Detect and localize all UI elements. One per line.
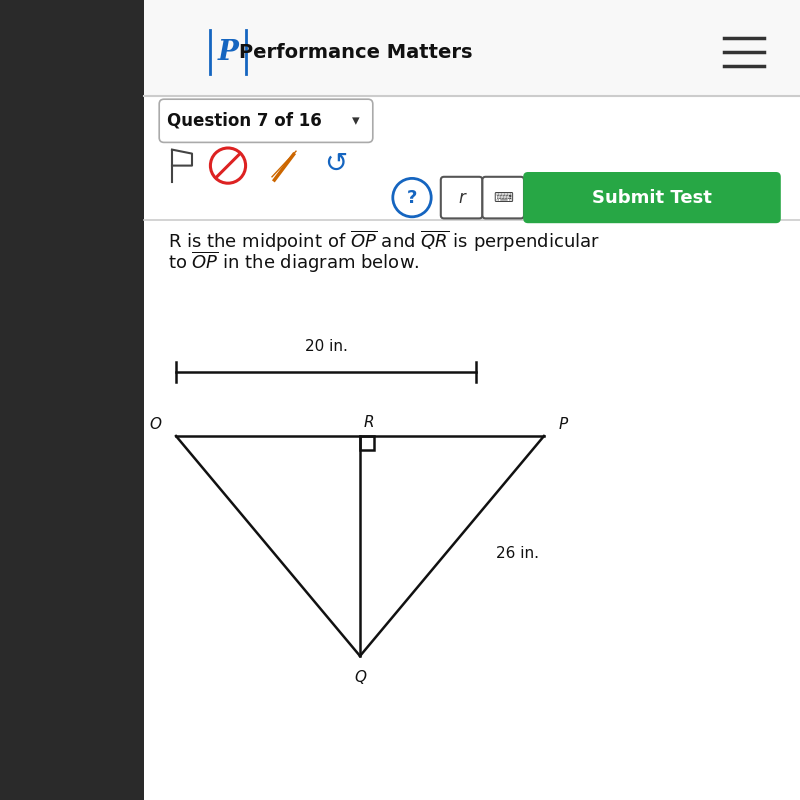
- Text: 20 in.: 20 in.: [305, 339, 347, 354]
- Text: O: O: [150, 417, 162, 432]
- Text: to $\overline{OP}$ in the diagram below.: to $\overline{OP}$ in the diagram below.: [168, 250, 419, 275]
- Text: P: P: [558, 417, 568, 432]
- Text: R: R: [363, 414, 374, 430]
- FancyBboxPatch shape: [523, 172, 781, 223]
- Bar: [144, 0, 800, 800]
- Text: ↺: ↺: [324, 150, 348, 178]
- Text: Question 7 of 16: Question 7 of 16: [166, 112, 322, 130]
- Text: Submit Test: Submit Test: [592, 189, 712, 206]
- Bar: [360, 436, 374, 450]
- Text: ▾: ▾: [352, 114, 360, 128]
- FancyBboxPatch shape: [159, 99, 373, 142]
- Text: P: P: [218, 38, 238, 66]
- Text: r: r: [458, 189, 465, 206]
- Text: R is the midpoint of $\overline{OP}$ and $\overline{QR}$ is perpendicular: R is the midpoint of $\overline{OP}$ and…: [168, 229, 600, 254]
- Text: Q: Q: [354, 670, 366, 686]
- FancyBboxPatch shape: [482, 177, 524, 218]
- FancyBboxPatch shape: [441, 177, 482, 218]
- Text: 26 in.: 26 in.: [496, 546, 539, 562]
- Bar: [144, 0, 800, 96]
- Text: Performance Matters: Performance Matters: [239, 42, 473, 62]
- Bar: [0, 0, 144, 800]
- Text: ?: ?: [407, 189, 417, 206]
- Text: ⌨: ⌨: [493, 190, 514, 205]
